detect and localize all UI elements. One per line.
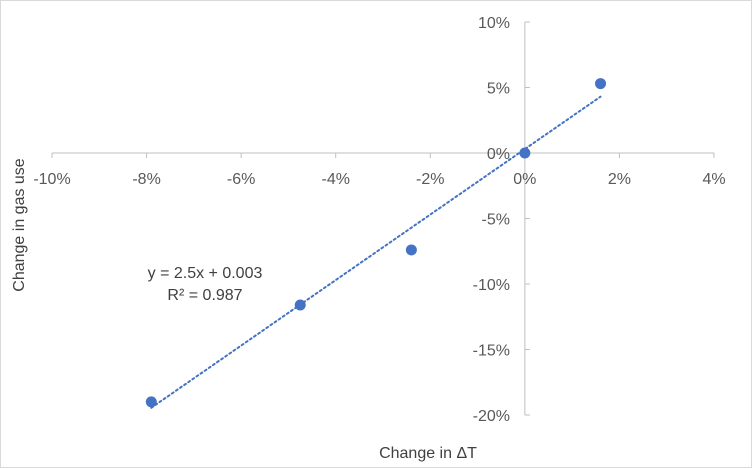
tick-labels-group: -10% -8% -6% -4% -2% 0% 2% 4% 10% 5% 0% -5% -10% -15%… [33,15,725,425]
equation-label: y = 2.5x + 0.003 [148,265,263,282]
x-tick-label: 4% [702,171,725,188]
data-points-group [145,78,607,408]
y-tick-label: 0% [487,146,510,163]
x-tick-label: -4% [321,171,349,188]
y-tick-label: -15% [473,343,510,360]
y-tick-label: -5% [482,212,510,229]
y-tick-label: 10% [478,15,510,32]
x-axis-title: Change in ΔT [379,445,477,462]
data-point [405,244,417,256]
y-axis-title: Change in gas use [11,158,28,292]
trendline-group [150,95,602,409]
x-tick-label: 0% [513,171,536,188]
data-point [595,78,607,90]
data-point [519,147,531,159]
data-point [145,396,157,408]
x-tick-label: -8% [132,171,160,188]
axes-group [51,21,715,416]
x-tick-label: 2% [608,171,631,188]
x-tick-label: -2% [416,171,444,188]
trendline [150,95,602,409]
y-tick-label: -10% [473,277,510,294]
y-tick-label: 5% [487,81,510,98]
x-tick-label: -6% [227,171,255,188]
x-tick-label: -10% [33,171,70,188]
data-point [294,299,306,311]
y-tick-label: -20% [473,408,510,425]
r-squared-label: R² = 0.987 [167,287,242,304]
